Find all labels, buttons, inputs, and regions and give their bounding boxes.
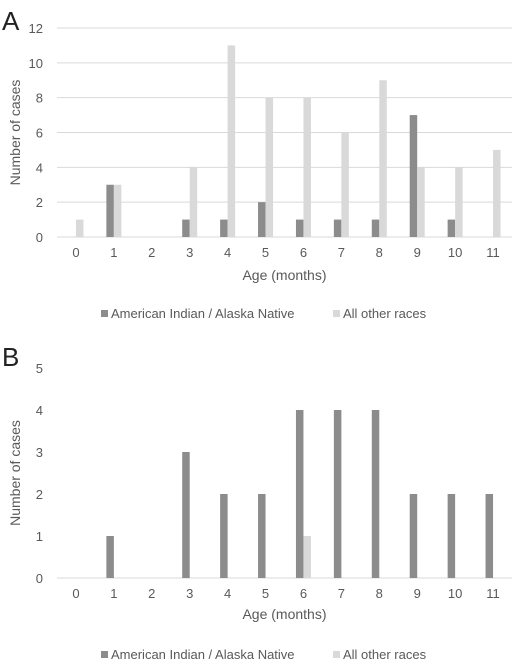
x-tick-label: 6 — [300, 586, 307, 601]
bar-american-indian-alaska-native-4 — [220, 219, 228, 237]
bar-american-indian-alaska-native-9 — [409, 494, 418, 578]
bar-american-indian-alaska-native-5 — [258, 202, 266, 237]
x-tick-label: 2 — [148, 245, 155, 260]
x-axis-title: Age (months) — [242, 267, 326, 283]
chart-panel-a: A Number of cases Age (months) 024681012… — [2, 6, 512, 321]
bar-all-other-races-5 — [265, 97, 274, 238]
bar-all-other-races-11 — [493, 149, 501, 237]
legend-label-american-indian-alaska-native: American Indian / Alaska Native — [111, 306, 295, 321]
bar-american-indian-alaska-native-3 — [182, 452, 190, 578]
bar-american-indian-alaska-native-8 — [371, 410, 380, 578]
x-tick-label: 9 — [414, 586, 421, 601]
bar-american-indian-alaska-native-6 — [295, 219, 304, 237]
x-tick-label: 8 — [376, 245, 383, 260]
x-tick-label: 7 — [338, 586, 345, 601]
bar-american-indian-alaska-native-1 — [106, 184, 114, 237]
bar-american-indian-alaska-native-9 — [409, 115, 418, 237]
bar-american-indian-alaska-native-7 — [333, 410, 342, 578]
bar-american-indian-alaska-native-5 — [258, 494, 266, 578]
bar-all-other-races-3 — [189, 167, 198, 237]
x-tick-label: 1 — [110, 586, 117, 601]
legend-swatch-all-other-races — [333, 310, 340, 317]
bar-american-indian-alaska-native-8 — [371, 219, 380, 237]
x-tick-label: 2 — [148, 586, 155, 601]
bar-all-other-races-0 — [75, 219, 84, 237]
y-tick-label: 8 — [36, 91, 43, 106]
gridlines — [57, 27, 512, 238]
y-axis-title: Number of cases — [7, 420, 23, 526]
x-tick-label: 5 — [262, 245, 269, 260]
bar-american-indian-alaska-native-6 — [295, 410, 304, 578]
x-tick-label: 1 — [110, 245, 117, 260]
legend: American Indian / Alaska Native All othe… — [101, 306, 427, 321]
x-tick-label: 8 — [376, 586, 383, 601]
panel-label: A — [2, 6, 20, 36]
x-tick-label: 9 — [414, 245, 421, 260]
x-tick-label: 11 — [486, 586, 500, 601]
bar-all-other-races-8 — [379, 80, 387, 237]
legend: American Indian / Alaska Native All othe… — [101, 647, 427, 661]
bar-american-indian-alaska-native-7 — [333, 219, 342, 237]
y-axis-title: Number of cases — [7, 80, 23, 186]
bar-all-other-races-6 — [303, 536, 311, 578]
x-tick-label: 5 — [262, 586, 269, 601]
x-tick-label: 10 — [448, 586, 462, 601]
x-tick-label: 4 — [224, 245, 231, 260]
x-tick-labels: 0 1 2 3 4 5 6 7 8 9 10 11 — [72, 245, 499, 260]
x-tick-label: 0 — [72, 245, 79, 260]
x-tick-label: 6 — [300, 245, 307, 260]
bar-american-indian-alaska-native-10 — [447, 219, 456, 237]
legend-swatch-american-indian-alaska-native — [101, 310, 108, 317]
x-tick-label: 4 — [224, 586, 231, 601]
y-tick-label: 1 — [36, 529, 43, 544]
bar-all-other-races-4 — [227, 45, 236, 237]
y-tick-labels: 0 1 2 3 4 5 — [36, 361, 43, 586]
chart-panel-b: B Number of cases Age (months) 0 1 2 3 4 5 0 1… — [2, 342, 512, 661]
bar-all-other-races-6 — [303, 97, 311, 238]
y-tick-label: 2 — [36, 195, 43, 210]
bar-american-indian-alaska-native-1 — [106, 536, 114, 578]
panel-label: B — [2, 342, 19, 372]
x-tick-label: 7 — [338, 245, 345, 260]
x-axis-title: Age (months) — [242, 606, 326, 622]
y-tick-label: 6 — [36, 126, 43, 141]
x-tick-label: 3 — [186, 586, 193, 601]
legend-swatch-all-other-races — [333, 651, 340, 658]
x-tick-label: 10 — [448, 245, 462, 260]
y-tick-label: 0 — [36, 230, 43, 245]
bar-all-other-races-10 — [455, 167, 463, 237]
bar-all-other-races-9 — [417, 167, 425, 237]
bar-all-other-races-1 — [113, 184, 122, 237]
y-tick-label: 10 — [29, 56, 43, 71]
y-tick-label: 4 — [36, 160, 43, 175]
y-tick-label: 2 — [36, 487, 43, 502]
legend-label-american-indian-alaska-native: American Indian / Alaska Native — [111, 647, 295, 661]
y-tick-labels: 0 2 4 6 8 10 12 — [29, 21, 43, 245]
bar-american-indian-alaska-native-11 — [485, 494, 494, 578]
x-tick-label: 11 — [486, 245, 500, 260]
bars — [75, 45, 501, 238]
x-tick-labels: 0 1 2 3 4 5 6 7 8 9 10 11 — [72, 586, 499, 601]
bar-american-indian-alaska-native-3 — [182, 219, 190, 237]
bar-american-indian-alaska-native-10 — [447, 494, 456, 578]
x-tick-label: 3 — [186, 245, 193, 260]
bar-american-indian-alaska-native-4 — [220, 494, 228, 578]
bars — [106, 410, 494, 578]
y-tick-label: 12 — [29, 21, 43, 36]
y-tick-label: 3 — [36, 445, 43, 460]
y-tick-label: 4 — [36, 403, 43, 418]
legend-label-all-other-races: All other races — [343, 306, 427, 321]
y-tick-label: 5 — [36, 361, 43, 376]
legend-label-all-other-races: All other races — [343, 647, 427, 661]
bar-all-other-races-7 — [341, 132, 349, 237]
y-tick-label: 0 — [36, 571, 43, 586]
x-tick-label: 0 — [72, 586, 79, 601]
legend-swatch-american-indian-alaska-native — [101, 651, 108, 658]
